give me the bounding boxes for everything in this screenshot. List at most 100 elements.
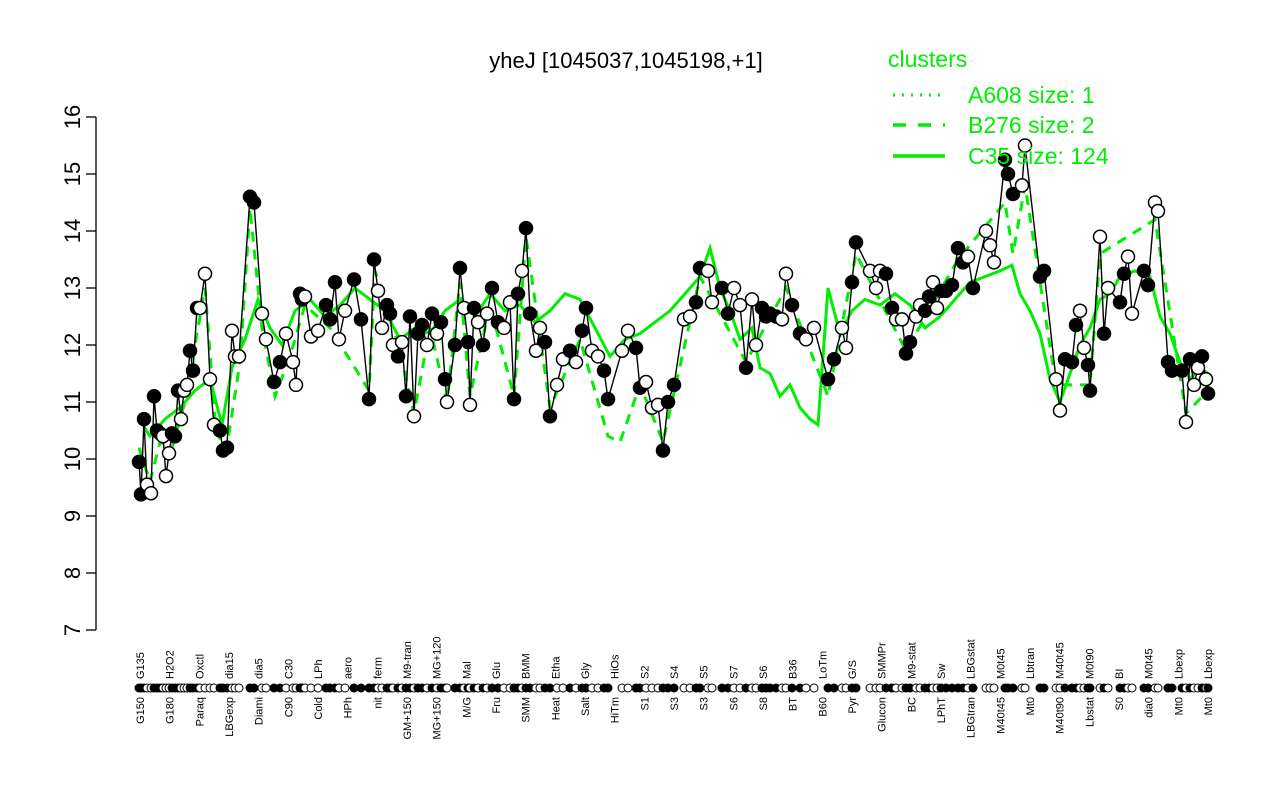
data-point-filled bbox=[1082, 383, 1098, 398]
x-tick-label: LPhT bbox=[936, 697, 948, 724]
data-point-open bbox=[978, 223, 994, 239]
data-point-open bbox=[700, 263, 716, 279]
data-point-filled bbox=[382, 306, 398, 321]
data-point-filled bbox=[1036, 263, 1052, 279]
sample-marker bbox=[340, 683, 350, 693]
data-point-filled bbox=[136, 411, 152, 427]
data-point-filled bbox=[437, 371, 453, 387]
data-point-filled bbox=[466, 300, 482, 316]
data-point-filled bbox=[1064, 354, 1080, 370]
data-point-open bbox=[192, 300, 208, 316]
x-tick-label: S5 bbox=[699, 666, 711, 679]
sample-marker bbox=[356, 683, 366, 693]
data-point-open bbox=[1150, 203, 1166, 219]
data-point-filled bbox=[146, 389, 162, 404]
data-point-filled bbox=[714, 280, 730, 296]
y-tick-label: 14 bbox=[60, 219, 85, 243]
data-point-open bbox=[285, 354, 301, 370]
sample-marker bbox=[707, 683, 717, 693]
data-point-open bbox=[778, 266, 794, 281]
data-point-filled bbox=[510, 286, 526, 301]
data-point-open bbox=[331, 332, 347, 347]
data-point-filled bbox=[820, 371, 836, 387]
x-tick-label: Glucon bbox=[877, 697, 889, 732]
data-point-filled bbox=[562, 343, 578, 358]
data-point-open bbox=[337, 303, 353, 319]
data-point-filled bbox=[600, 391, 616, 407]
y-tick-label: 9 bbox=[60, 510, 85, 522]
data-point-open bbox=[1048, 371, 1064, 387]
data-point-filled bbox=[390, 349, 406, 364]
data-point-filled bbox=[1140, 277, 1156, 293]
data-point-filled bbox=[1068, 317, 1084, 333]
data-point-filled bbox=[346, 272, 362, 287]
x-tick-label: SMM bbox=[521, 697, 533, 723]
data-point-filled bbox=[402, 309, 418, 324]
data-point-open bbox=[1100, 280, 1116, 296]
x-tick-label: Paraq bbox=[194, 697, 206, 726]
x-tick-label: Diami bbox=[254, 697, 266, 725]
data-point-filled bbox=[318, 297, 334, 313]
data-point-filled bbox=[322, 312, 338, 327]
sample-marker bbox=[809, 683, 819, 693]
data-point-filled bbox=[1116, 266, 1132, 281]
data-point-open bbox=[982, 238, 998, 253]
sample-marker bbox=[313, 683, 323, 693]
data-point-open bbox=[774, 312, 790, 327]
data-point-filled bbox=[720, 306, 736, 321]
data-point-open bbox=[1198, 371, 1214, 387]
x-tick-label: M0t90 bbox=[1084, 648, 1096, 679]
x-tick-label: G/S bbox=[847, 660, 859, 679]
x-tick-label: M0t45 bbox=[995, 648, 1007, 679]
data-point-open bbox=[1092, 229, 1108, 244]
data-point-open bbox=[929, 300, 945, 316]
sample-marker bbox=[1167, 683, 1177, 693]
data-point-open bbox=[620, 323, 636, 338]
data-point-filled bbox=[475, 337, 491, 353]
legend: clusters A608 size: 1 B276 size: 2 C35 s… bbox=[888, 46, 1109, 169]
data-point-open bbox=[806, 320, 822, 336]
data-point-filled bbox=[424, 306, 440, 321]
data-point-filled bbox=[484, 280, 500, 296]
data-point-open bbox=[798, 332, 814, 347]
data-point-filled bbox=[997, 152, 1013, 167]
y-tick-label: 10 bbox=[60, 447, 85, 471]
sample-marker bbox=[829, 683, 839, 693]
x-tick-label: S3 bbox=[669, 697, 681, 710]
x-tick-label: nit bbox=[372, 697, 384, 709]
sample-marker bbox=[442, 683, 452, 693]
data-point-filled bbox=[688, 295, 704, 310]
data-point-open bbox=[894, 312, 910, 327]
x-tick-label: GM+150 bbox=[402, 697, 414, 740]
sample-marker bbox=[603, 683, 613, 693]
sample-marker bbox=[989, 683, 999, 693]
x-tick-label: Mt0 bbox=[1025, 697, 1037, 715]
sample-marker bbox=[1020, 683, 1030, 693]
sample-marker bbox=[1103, 683, 1113, 693]
x-tick-label: B60 bbox=[817, 697, 829, 717]
x-tick-label: Sw bbox=[936, 664, 948, 679]
data-point-filled bbox=[844, 275, 860, 290]
x-tick-label: Salt bbox=[580, 697, 592, 716]
x-tick-label: M40t45 bbox=[1055, 642, 1067, 679]
x-tick-label: MG+150 bbox=[432, 697, 444, 740]
sample-marker bbox=[249, 683, 259, 693]
data-point-filled bbox=[950, 240, 966, 256]
data-point-open bbox=[1124, 306, 1140, 321]
data-point-filled bbox=[167, 428, 183, 444]
data-point-open bbox=[158, 468, 174, 484]
x-tick-label: aero bbox=[343, 657, 355, 679]
x-tick-label: HPh bbox=[343, 697, 355, 718]
chart-title: yheJ [1045037,1045198,+1] bbox=[489, 48, 762, 73]
sample-line bbox=[138, 145, 1209, 495]
data-point-filled bbox=[1174, 363, 1190, 378]
data-point-open bbox=[514, 263, 530, 279]
x-tick-label: S4 bbox=[669, 666, 681, 679]
x-tick-label: Gly bbox=[580, 662, 592, 679]
x-tick-label: ferm bbox=[372, 657, 384, 679]
data-point-filled bbox=[1096, 326, 1112, 341]
x-axis-labels: G135 H2O2 Oxctl dia15 dia5 C30 LPh aero ferm M9-t… bbox=[135, 637, 1215, 740]
data-point-open bbox=[470, 314, 486, 330]
data-point-open bbox=[682, 309, 698, 324]
